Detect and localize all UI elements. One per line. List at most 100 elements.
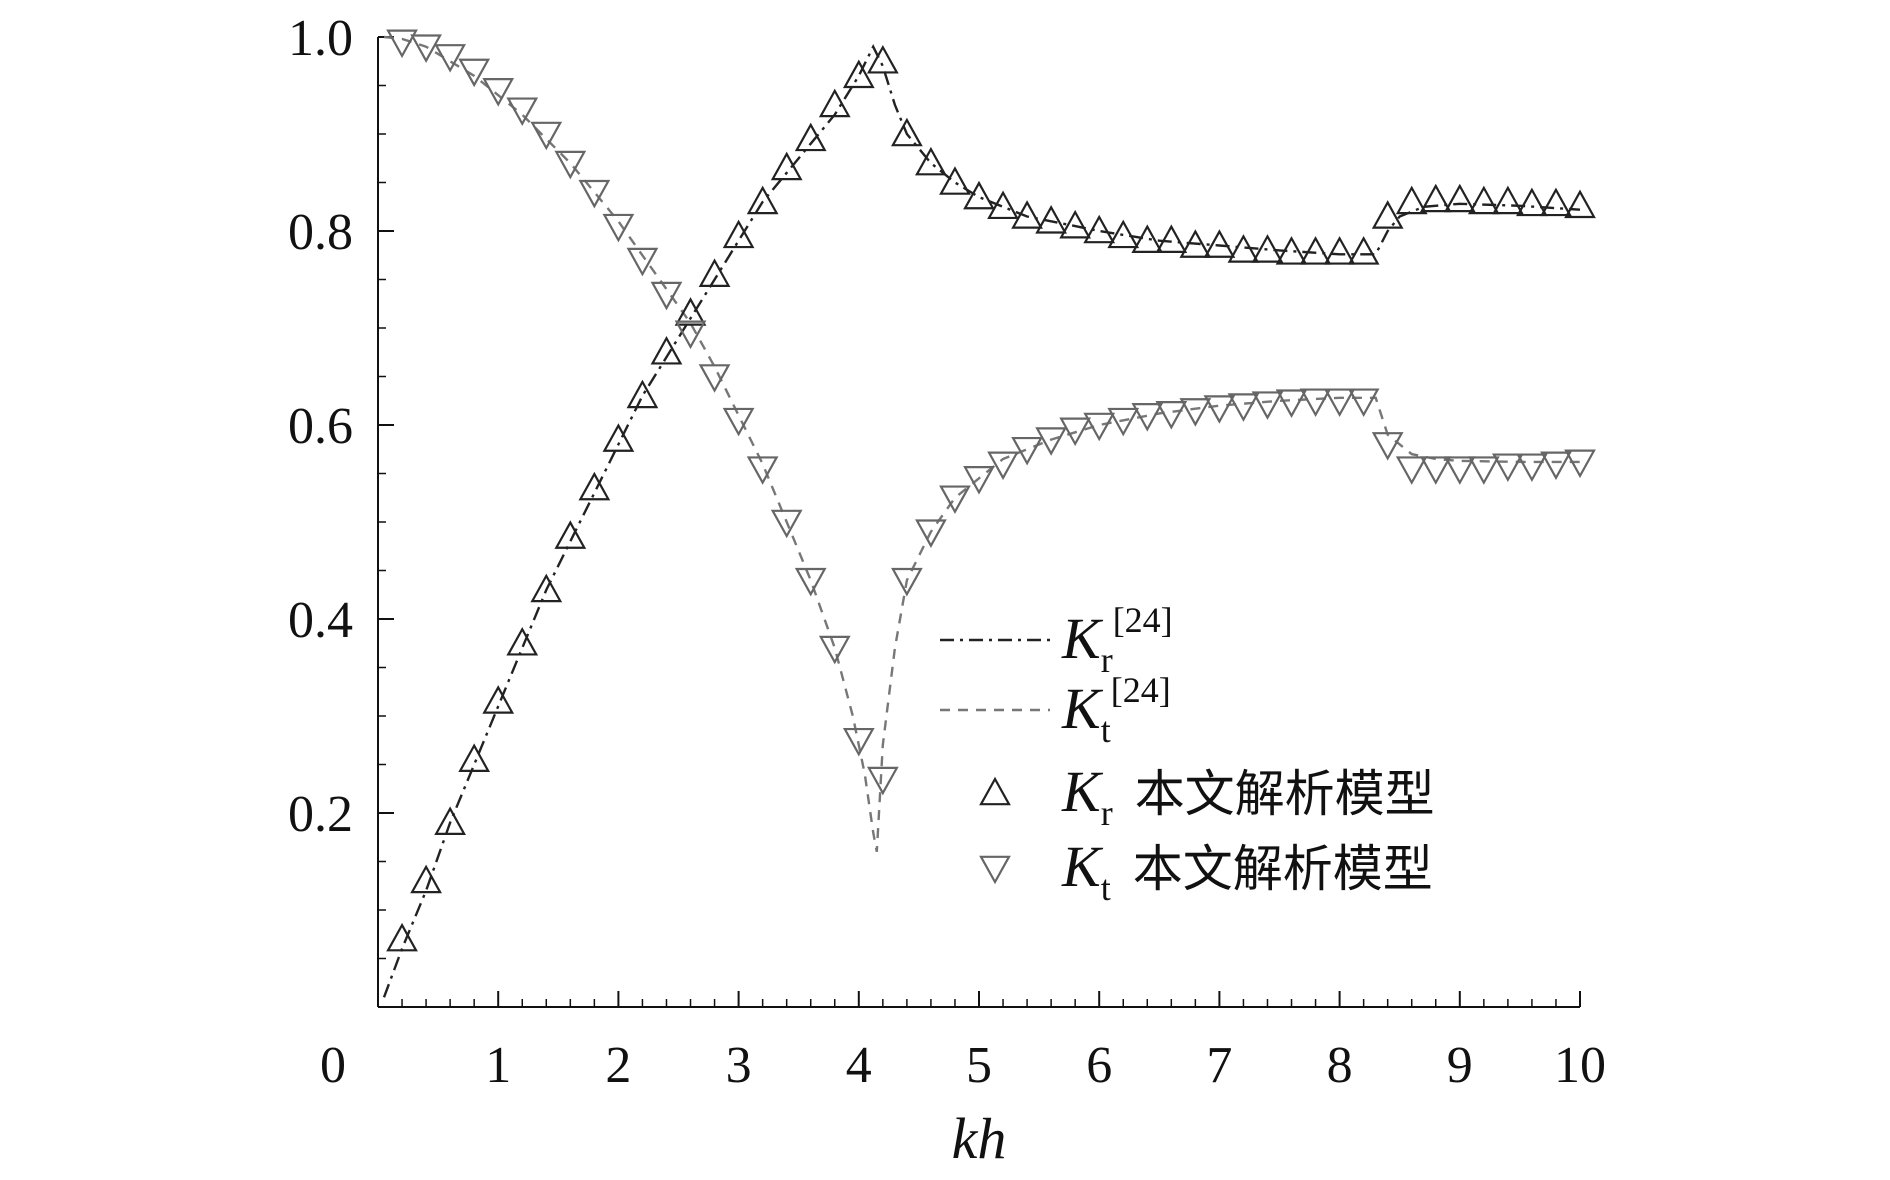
- data-point: [891, 567, 923, 597]
- data-point: [1011, 436, 1043, 466]
- data-point: [818, 635, 851, 665]
- data-point: [434, 44, 466, 73]
- series-line: [383, 35, 1580, 853]
- data-point: [554, 520, 587, 549]
- data-point: [1155, 401, 1188, 430]
- data-point: [1395, 456, 1428, 485]
- data-point: [1564, 189, 1596, 219]
- data-point: [1275, 389, 1308, 418]
- data-point: [1540, 187, 1572, 217]
- data-point: [1203, 395, 1236, 424]
- data-point: [506, 626, 539, 656]
- y-tick-label: 0.4: [288, 592, 353, 649]
- y-tick-label: 0.8: [288, 204, 353, 261]
- x-tick-label: 2: [605, 1037, 631, 1094]
- legend-label: Kr 本文解析模型: [1061, 759, 1435, 833]
- data-point: [1155, 224, 1188, 253]
- data-point: [1540, 451, 1572, 481]
- data-point: [458, 743, 491, 772]
- data-point: [1227, 234, 1260, 263]
- data-point: [963, 180, 995, 210]
- data-point: [1347, 236, 1380, 265]
- data-point: [1083, 412, 1116, 442]
- data-point: [1299, 236, 1332, 265]
- data-point: [963, 466, 995, 495]
- x-tick-label: 0: [320, 1037, 346, 1094]
- data-point: [1443, 456, 1476, 485]
- data-point: [1371, 432, 1404, 461]
- series-layer: [382, 29, 1596, 998]
- data-point: [915, 519, 947, 548]
- legend-item: Kr[24]: [940, 600, 1173, 680]
- legend-label: Kt[24]: [1061, 670, 1171, 750]
- data-point: [1035, 205, 1067, 234]
- legend-item: Kr 本文解析模型: [979, 759, 1435, 833]
- data-point: [626, 247, 659, 277]
- data-point: [1323, 236, 1356, 265]
- x-tick-label: 9: [1447, 1037, 1473, 1094]
- data-point: [410, 864, 442, 894]
- x-tick-label: 7: [1206, 1037, 1232, 1094]
- data-point: [1419, 456, 1452, 485]
- data-point: [482, 685, 515, 714]
- data-point: [722, 407, 755, 437]
- data-point: [746, 456, 779, 485]
- data-point: [1059, 417, 1092, 447]
- data-point: [434, 806, 466, 836]
- data-point: [1467, 456, 1500, 485]
- x-tick-label: 3: [726, 1037, 752, 1094]
- x-axis-title: kh: [952, 1106, 1007, 1171]
- legend-item: Kt 本文解析模型: [979, 834, 1433, 908]
- data-point: [1131, 224, 1164, 253]
- data-point: [626, 379, 659, 409]
- data-point: [939, 485, 971, 515]
- axes: 0 1 2 3 4 5 6 7 8 9 10 0.2 0.4 0.6 0.8 1.0 kh: [288, 10, 1606, 1171]
- data-point: [794, 567, 827, 597]
- data-point: [770, 151, 803, 181]
- x-tick-label: 10: [1554, 1037, 1606, 1094]
- data-point: [1131, 403, 1164, 432]
- data-point: [1492, 185, 1524, 215]
- data-point: [1011, 200, 1043, 229]
- data-point: [482, 78, 515, 107]
- y-tick-label: 1.0: [288, 10, 353, 67]
- data-point: [530, 121, 563, 151]
- x-tick-label: 1: [485, 1037, 511, 1094]
- data-point: [698, 364, 731, 393]
- data-point: [1492, 453, 1524, 483]
- data-point: [698, 258, 731, 287]
- x-tick-label: 8: [1327, 1037, 1353, 1094]
- data-point: [794, 122, 827, 152]
- data-point: [818, 88, 851, 118]
- data-point: [1467, 185, 1500, 215]
- legend-label: Kr[24]: [1061, 600, 1173, 680]
- data-point: [1083, 214, 1116, 244]
- legend-item: Kt[24]: [940, 670, 1171, 750]
- data-point: [1035, 427, 1067, 456]
- data-point: [939, 166, 971, 195]
- data-point: [578, 179, 611, 209]
- data-point: [1371, 200, 1404, 229]
- data-point: [674, 297, 707, 326]
- data-point: [866, 766, 899, 796]
- data-point: [987, 190, 1019, 220]
- data-point: [1299, 388, 1332, 418]
- data-point: [530, 573, 563, 603]
- data-point: [746, 185, 779, 215]
- data-point: [674, 320, 707, 350]
- data-point: [842, 59, 875, 89]
- data-point: [1251, 391, 1284, 420]
- data-point: [410, 34, 442, 63]
- legend-label: Kt 本文解析模型: [1061, 834, 1433, 908]
- data-point: [770, 509, 803, 539]
- data-point: [602, 213, 635, 243]
- data-point: [1059, 209, 1092, 239]
- data-point: [1203, 229, 1236, 258]
- data-point: [1347, 388, 1380, 418]
- data-point: [866, 44, 899, 74]
- series-kt_model: [386, 29, 1596, 796]
- x-tick-label: 5: [966, 1037, 992, 1094]
